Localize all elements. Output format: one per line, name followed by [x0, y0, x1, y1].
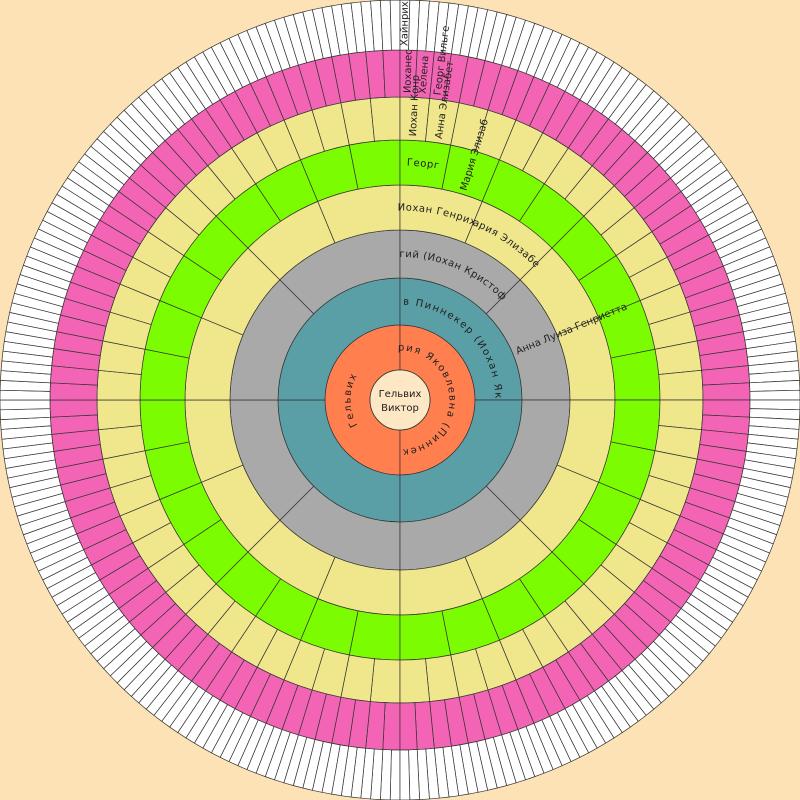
- segment: [382, 702, 401, 751]
- segment: [389, 749, 401, 800]
- segment: [399, 749, 411, 800]
- segment: [610, 348, 661, 401]
- segment: [702, 399, 751, 418]
- segment: [399, 658, 431, 704]
- person-name: Хайнрих: [399, 1, 411, 46]
- segment: [369, 658, 401, 704]
- center-circle: [369, 369, 431, 431]
- segment: [658, 369, 704, 401]
- center-name: Гельвих: [379, 389, 422, 400]
- center-name: Виктор: [381, 403, 419, 414]
- segment: [0, 389, 51, 401]
- segment: [96, 369, 142, 401]
- segment: [0, 399, 51, 411]
- person-name: Гельвих: [343, 371, 359, 429]
- segment: [348, 139, 401, 190]
- person-name: Георг: [407, 158, 440, 172]
- segment: [49, 382, 98, 401]
- segment: [49, 399, 98, 418]
- person-name: Гельвих: [343, 371, 361, 429]
- segment: [399, 702, 418, 751]
- segment: [658, 399, 704, 431]
- segment: [702, 382, 751, 401]
- segment: [369, 96, 401, 142]
- segment: [96, 399, 142, 431]
- segment: [749, 399, 800, 411]
- person-name: Иохан Конр: [408, 75, 422, 137]
- segment: [139, 399, 190, 452]
- person-name: Хелена: [418, 55, 432, 94]
- segment: [749, 389, 800, 401]
- segment: [382, 49, 401, 98]
- person-name: Иоханес: [403, 49, 415, 93]
- person-name: Георг: [407, 158, 441, 172]
- segment: [399, 610, 452, 661]
